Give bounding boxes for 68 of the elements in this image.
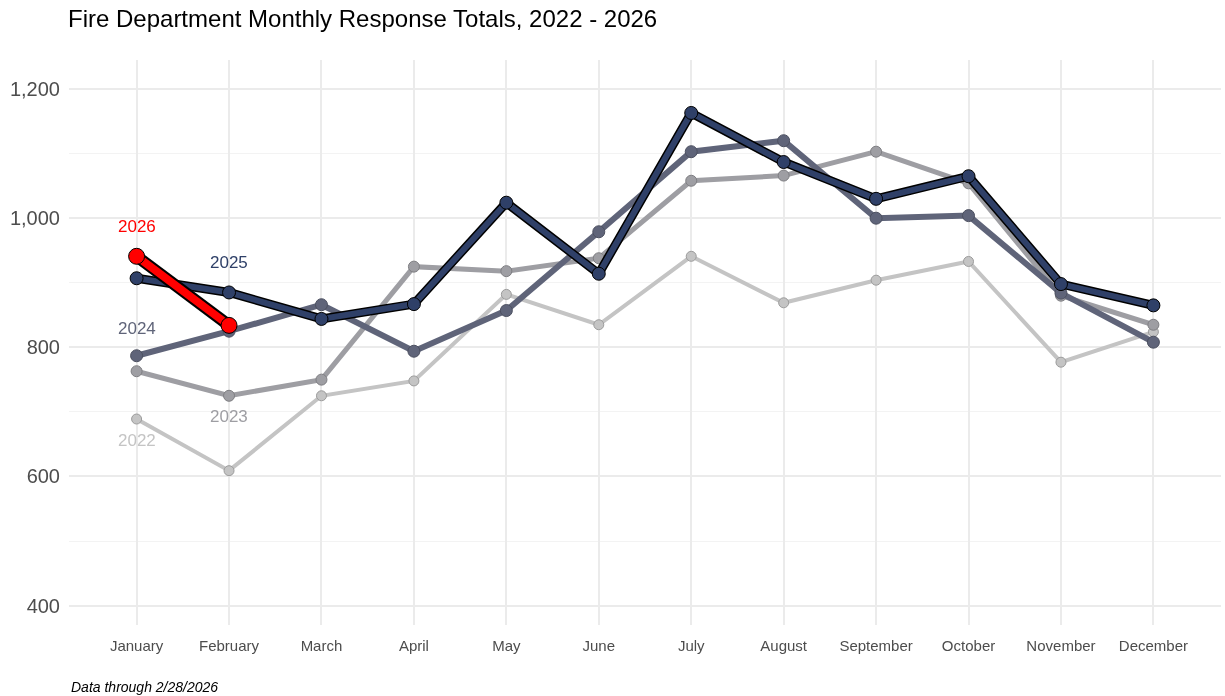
point	[408, 375, 420, 387]
x-tick-label: August	[760, 637, 808, 654]
point	[129, 271, 144, 286]
point	[314, 311, 329, 326]
point	[1147, 318, 1160, 331]
point	[591, 266, 606, 281]
point	[223, 389, 236, 402]
point	[777, 169, 790, 182]
point	[1055, 356, 1067, 368]
point	[406, 297, 421, 312]
point	[315, 373, 328, 386]
point	[869, 211, 883, 225]
point	[1053, 277, 1068, 292]
x-tick-label: September	[839, 637, 913, 654]
point	[684, 145, 698, 159]
text: Data through 2/28/2026	[71, 679, 219, 695]
point	[314, 298, 328, 312]
point	[685, 250, 697, 262]
x-tick-label: November	[1026, 637, 1096, 654]
x-tick-label: May	[492, 637, 522, 654]
point	[776, 155, 791, 170]
point	[961, 169, 976, 184]
y-tick-label: 400	[26, 594, 60, 617]
point	[962, 209, 976, 223]
point	[870, 274, 882, 286]
point	[684, 105, 699, 120]
y-tick-label: 600	[26, 465, 60, 488]
series-label: 2026	[118, 217, 156, 236]
point	[500, 265, 513, 278]
series-label: 2022	[118, 431, 156, 450]
y-tick-label: 800	[26, 336, 60, 359]
point	[685, 174, 698, 187]
x-tick-label: January	[109, 637, 164, 654]
series-label: 2024	[118, 319, 156, 338]
point	[130, 365, 143, 378]
point	[499, 304, 513, 318]
point	[223, 465, 235, 477]
point	[870, 145, 883, 158]
point	[407, 344, 421, 358]
point	[500, 288, 512, 300]
point	[963, 255, 975, 267]
series-label: 2023	[210, 407, 248, 426]
x-tick-label: June	[582, 637, 616, 654]
point	[778, 297, 790, 309]
y-tick-label: 1,000	[9, 207, 60, 230]
point	[128, 247, 146, 265]
chart-title: Fire Department Monthly Response Totals, 2022 - 2026	[68, 5, 658, 33]
y-tick-label: 1,200	[9, 78, 60, 101]
point	[220, 316, 238, 334]
series-label: 2025	[210, 253, 248, 272]
point	[131, 413, 143, 425]
x-tick-label: March	[300, 637, 343, 654]
x-tick-label: July	[677, 637, 706, 654]
point	[1146, 335, 1160, 349]
point	[499, 195, 514, 210]
point	[222, 285, 237, 300]
point	[315, 390, 327, 402]
point	[407, 260, 420, 273]
point	[869, 191, 884, 206]
point	[593, 319, 605, 331]
x-tick-label: December	[1118, 637, 1188, 654]
point	[592, 225, 606, 239]
x-tick-label: February	[199, 637, 260, 654]
point	[777, 134, 791, 148]
x-tick-label: October	[941, 637, 996, 654]
x-tick-label: April	[398, 637, 429, 654]
point	[130, 349, 144, 363]
point	[1146, 298, 1161, 313]
